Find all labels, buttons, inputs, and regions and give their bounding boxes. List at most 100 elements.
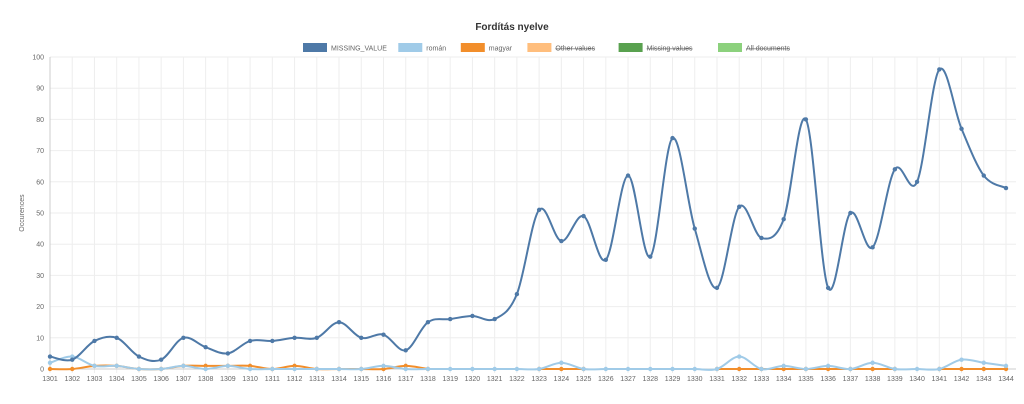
data-point[interactable] bbox=[959, 126, 964, 131]
data-point[interactable] bbox=[937, 67, 942, 72]
data-point[interactable] bbox=[492, 366, 497, 372]
data-point[interactable] bbox=[403, 348, 408, 353]
data-point[interactable] bbox=[781, 366, 786, 372]
data-point[interactable] bbox=[603, 257, 609, 262]
data-point[interactable] bbox=[559, 360, 564, 365]
data-point[interactable] bbox=[203, 366, 208, 372]
data-point[interactable] bbox=[359, 335, 364, 340]
data-point[interactable] bbox=[959, 366, 964, 372]
data-point[interactable] bbox=[70, 354, 75, 359]
data-point[interactable] bbox=[959, 357, 964, 362]
legend-item-label[interactable]: MISSING_VALUE bbox=[331, 46, 387, 53]
data-point[interactable] bbox=[158, 366, 164, 372]
data-point[interactable] bbox=[892, 167, 898, 172]
data-point[interactable] bbox=[1003, 185, 1009, 191]
data-point[interactable] bbox=[737, 204, 742, 209]
data-point[interactable] bbox=[247, 338, 253, 344]
data-point[interactable] bbox=[870, 366, 875, 372]
data-point[interactable] bbox=[292, 363, 297, 369]
data-point[interactable] bbox=[870, 245, 875, 250]
data-point[interactable] bbox=[714, 285, 720, 291]
legend-item-label[interactable]: román bbox=[426, 46, 446, 53]
legend-swatch[interactable] bbox=[527, 43, 552, 52]
data-point[interactable] bbox=[670, 366, 675, 372]
data-point[interactable] bbox=[625, 173, 631, 178]
data-point[interactable] bbox=[403, 363, 408, 369]
data-point[interactable] bbox=[158, 357, 164, 362]
data-point[interactable] bbox=[692, 226, 697, 231]
data-point[interactable] bbox=[514, 366, 520, 372]
data-point[interactable] bbox=[981, 173, 986, 178]
data-point[interactable] bbox=[136, 354, 142, 359]
data-point[interactable] bbox=[292, 335, 297, 340]
data-point[interactable] bbox=[937, 366, 942, 372]
data-point[interactable] bbox=[425, 320, 431, 325]
data-point[interactable] bbox=[47, 360, 53, 365]
data-point[interactable] bbox=[314, 366, 319, 372]
data-point[interactable] bbox=[447, 366, 453, 372]
data-point[interactable] bbox=[559, 238, 564, 244]
data-point[interactable] bbox=[336, 366, 342, 372]
data-point[interactable] bbox=[759, 366, 764, 372]
data-point[interactable] bbox=[914, 366, 920, 372]
data-point[interactable] bbox=[470, 313, 475, 319]
data-point[interactable] bbox=[70, 366, 75, 372]
legend-item-label[interactable]: Missing values bbox=[647, 46, 693, 53]
data-point[interactable] bbox=[47, 354, 53, 359]
data-point[interactable] bbox=[825, 363, 831, 369]
data-point[interactable] bbox=[648, 254, 653, 259]
legend-swatch[interactable] bbox=[398, 43, 423, 52]
data-point[interactable] bbox=[648, 366, 653, 372]
legend-swatch[interactable] bbox=[303, 43, 327, 52]
data-point[interactable] bbox=[447, 316, 453, 322]
data-point[interactable] bbox=[870, 360, 875, 365]
data-point[interactable] bbox=[181, 335, 186, 340]
data-point[interactable] bbox=[848, 366, 853, 372]
data-point[interactable] bbox=[670, 135, 675, 141]
data-point[interactable] bbox=[314, 335, 319, 340]
data-point[interactable] bbox=[359, 366, 364, 372]
data-point[interactable] bbox=[803, 366, 809, 372]
data-point[interactable] bbox=[270, 338, 275, 344]
data-point[interactable] bbox=[225, 363, 231, 369]
data-point[interactable] bbox=[781, 363, 786, 369]
data-point[interactable] bbox=[737, 366, 742, 372]
data-point[interactable] bbox=[536, 366, 542, 372]
legend-item-label[interactable]: All documents bbox=[746, 46, 790, 53]
data-point[interactable] bbox=[559, 366, 564, 372]
data-point[interactable] bbox=[403, 366, 408, 372]
data-point[interactable] bbox=[625, 366, 631, 372]
data-point[interactable] bbox=[825, 366, 831, 372]
data-point[interactable] bbox=[470, 366, 475, 372]
data-point[interactable] bbox=[47, 366, 53, 372]
data-point[interactable] bbox=[714, 366, 720, 372]
data-point[interactable] bbox=[781, 217, 786, 222]
legend-item-label[interactable]: Other values bbox=[555, 46, 595, 53]
data-point[interactable] bbox=[892, 366, 898, 372]
data-point[interactable] bbox=[92, 338, 97, 344]
data-point[interactable] bbox=[825, 285, 831, 291]
data-point[interactable] bbox=[425, 366, 431, 372]
data-point[interactable] bbox=[603, 366, 609, 372]
data-point[interactable] bbox=[737, 354, 742, 359]
data-point[interactable] bbox=[70, 357, 75, 362]
data-point[interactable] bbox=[1003, 363, 1009, 369]
data-point[interactable] bbox=[848, 210, 853, 216]
legend-swatch[interactable] bbox=[718, 43, 742, 52]
data-point[interactable] bbox=[114, 335, 119, 340]
data-point[interactable] bbox=[247, 363, 253, 369]
data-point[interactable] bbox=[581, 366, 586, 372]
data-point[interactable] bbox=[759, 235, 764, 241]
data-point[interactable] bbox=[981, 366, 986, 372]
data-point[interactable] bbox=[981, 360, 986, 365]
data-point[interactable] bbox=[203, 344, 208, 350]
data-point[interactable] bbox=[114, 363, 119, 369]
data-point[interactable] bbox=[336, 320, 342, 325]
data-point[interactable] bbox=[225, 351, 231, 356]
data-point[interactable] bbox=[514, 291, 520, 297]
data-point[interactable] bbox=[247, 366, 253, 372]
data-point[interactable] bbox=[381, 363, 386, 369]
data-point[interactable] bbox=[492, 316, 497, 322]
legend-item-label[interactable]: magyar bbox=[489, 46, 513, 53]
data-point[interactable] bbox=[292, 366, 297, 372]
